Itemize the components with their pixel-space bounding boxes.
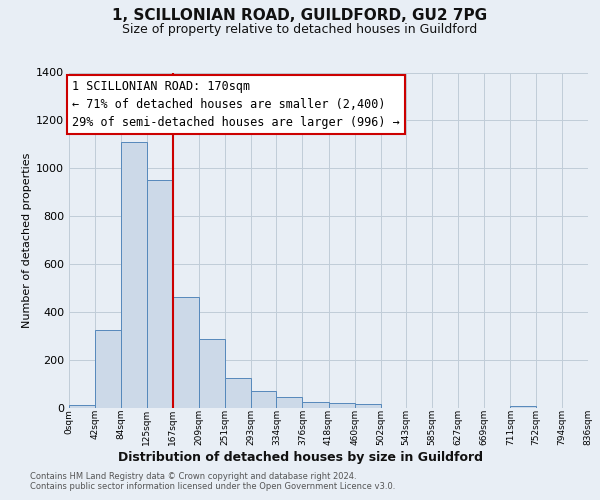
Bar — [302, 402, 329, 407]
Bar — [251, 391, 277, 407]
Text: 1 SCILLONIAN ROAD: 170sqm
← 71% of detached houses are smaller (2,400)
29% of se: 1 SCILLONIAN ROAD: 170sqm ← 71% of detac… — [72, 80, 400, 129]
Bar — [199, 340, 225, 407]
Text: Contains HM Land Registry data © Crown copyright and database right 2024.: Contains HM Land Registry data © Crown c… — [30, 472, 356, 481]
Bar — [95, 330, 121, 407]
Bar — [225, 378, 251, 408]
Bar — [146, 180, 173, 408]
Text: Distribution of detached houses by size in Guildford: Distribution of detached houses by size … — [118, 451, 482, 464]
Bar — [121, 142, 146, 407]
Y-axis label: Number of detached properties: Number of detached properties — [22, 152, 32, 328]
Bar — [69, 405, 95, 407]
Bar — [173, 298, 199, 408]
Bar — [355, 404, 380, 407]
Text: Size of property relative to detached houses in Guildford: Size of property relative to detached ho… — [122, 22, 478, 36]
Bar — [329, 403, 355, 407]
Text: Contains public sector information licensed under the Open Government Licence v3: Contains public sector information licen… — [30, 482, 395, 491]
Text: 1, SCILLONIAN ROAD, GUILDFORD, GU2 7PG: 1, SCILLONIAN ROAD, GUILDFORD, GU2 7PG — [112, 8, 488, 22]
Bar — [277, 396, 302, 407]
Bar — [511, 406, 536, 408]
